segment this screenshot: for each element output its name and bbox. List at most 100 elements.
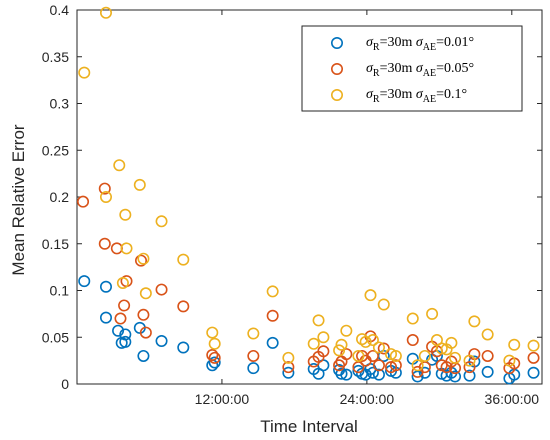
data-point: [118, 299, 131, 312]
data-point: [177, 300, 190, 313]
legend-value: =0.05°: [436, 61, 474, 76]
y-tick-label: 0.25: [42, 142, 69, 158]
data-point: [247, 362, 260, 375]
x-axis: 12:00:00 24:00:00 36:00:00: [195, 10, 539, 407]
data-point: [99, 191, 112, 204]
data-point: [527, 339, 540, 352]
data-point: [110, 242, 123, 255]
y-tick-label: 0: [61, 376, 69, 392]
data-point: [527, 366, 540, 379]
data-point: [137, 308, 150, 321]
legend-entry: σR=30m σAE=0.05°: [366, 61, 474, 79]
data-point: [266, 285, 279, 298]
data-point: [359, 335, 372, 348]
data-point: [481, 349, 494, 362]
legend-entry: σR=30m σAE=0.01°: [366, 35, 474, 53]
sigma-symbol: σ: [366, 35, 374, 50]
data-point: [340, 324, 353, 337]
data-point: [282, 361, 295, 374]
data-point: [119, 208, 132, 221]
legend-subscript: R: [373, 94, 380, 105]
data-point: [352, 364, 365, 377]
series-1: [78, 275, 540, 385]
data-point: [508, 338, 521, 351]
data-point: [112, 324, 125, 337]
data-point: [119, 328, 132, 341]
data-point: [155, 283, 168, 296]
data-point: [139, 287, 152, 300]
data-point: [449, 370, 462, 383]
data-point: [208, 337, 221, 350]
sigma-symbol: σ: [416, 87, 424, 102]
data-point: [372, 368, 385, 381]
data-point: [247, 327, 260, 340]
data-point: [98, 182, 111, 195]
y-tick-label: 0.3: [50, 96, 70, 112]
legend: σR=30m σAE=0.01°σR=30m σAE=0.05°σR=30m σ…: [301, 25, 523, 112]
legend-value: =30m: [380, 87, 416, 102]
data-point: [503, 354, 516, 367]
data-point: [266, 309, 279, 322]
data-point: [372, 341, 385, 354]
x-tick-label: 24:00:00: [340, 391, 395, 407]
data-point: [389, 349, 402, 362]
legend-entry: σR=30m σAE=0.1°: [366, 87, 467, 105]
legend-subscript: R: [373, 42, 380, 53]
data-point: [113, 159, 126, 172]
legend-marker: [330, 89, 343, 102]
data-point: [445, 336, 458, 349]
series-3: [78, 6, 540, 372]
data-point: [317, 331, 330, 344]
data-point: [177, 341, 190, 354]
data-point: [114, 312, 127, 325]
data-point: [463, 369, 476, 382]
data-point: [137, 349, 150, 362]
sigma-symbol: σ: [416, 61, 424, 76]
y-tick-label: 0.15: [42, 236, 69, 252]
data-point: [468, 315, 481, 328]
data-point: [463, 354, 476, 367]
data-point: [99, 280, 112, 293]
data-point: [155, 215, 168, 228]
data-point: [282, 351, 295, 364]
data-point: [333, 344, 346, 357]
data-point: [366, 366, 379, 379]
data-point: [208, 351, 221, 364]
data-point: [389, 359, 402, 372]
sigma-symbol: σ: [416, 35, 424, 50]
data-point: [377, 298, 390, 311]
data-point: [98, 237, 111, 250]
data-point: [352, 361, 365, 374]
data-point: [481, 365, 494, 378]
legend-subscript: AE: [423, 68, 436, 79]
y-tick-label: 0.05: [42, 329, 69, 345]
data-point: [139, 326, 152, 339]
legend-box: [301, 25, 523, 112]
data-point: [426, 307, 439, 320]
data-point: [177, 253, 190, 266]
data-point: [78, 275, 91, 288]
data-point: [366, 334, 379, 347]
data-point: [364, 289, 377, 302]
legend-marker: [330, 62, 343, 75]
y-tick-label: 0.35: [42, 49, 69, 65]
data-point: [120, 242, 133, 255]
y-axis-title: Mean Relative Error: [9, 124, 28, 276]
legend-subscript: R: [373, 68, 380, 79]
data-point: [317, 345, 330, 358]
data-point: [435, 342, 448, 355]
y-tick-label: 0.2: [50, 189, 70, 205]
data-point: [418, 366, 431, 379]
data-point: [445, 355, 458, 368]
data-point: [137, 252, 150, 265]
y-tick-label: 0.4: [50, 2, 70, 18]
y-axis: 0 0.05 0.1 0.15 0.2 0.25 0.3 0.35 0.4: [42, 2, 542, 392]
data-point: [282, 366, 295, 379]
data-point: [335, 338, 348, 351]
data-point: [247, 349, 260, 362]
data-point: [463, 361, 476, 374]
data-point: [312, 314, 325, 327]
y-tick-label: 0.1: [50, 283, 70, 299]
data-point: [340, 348, 353, 361]
data-point: [340, 368, 353, 381]
